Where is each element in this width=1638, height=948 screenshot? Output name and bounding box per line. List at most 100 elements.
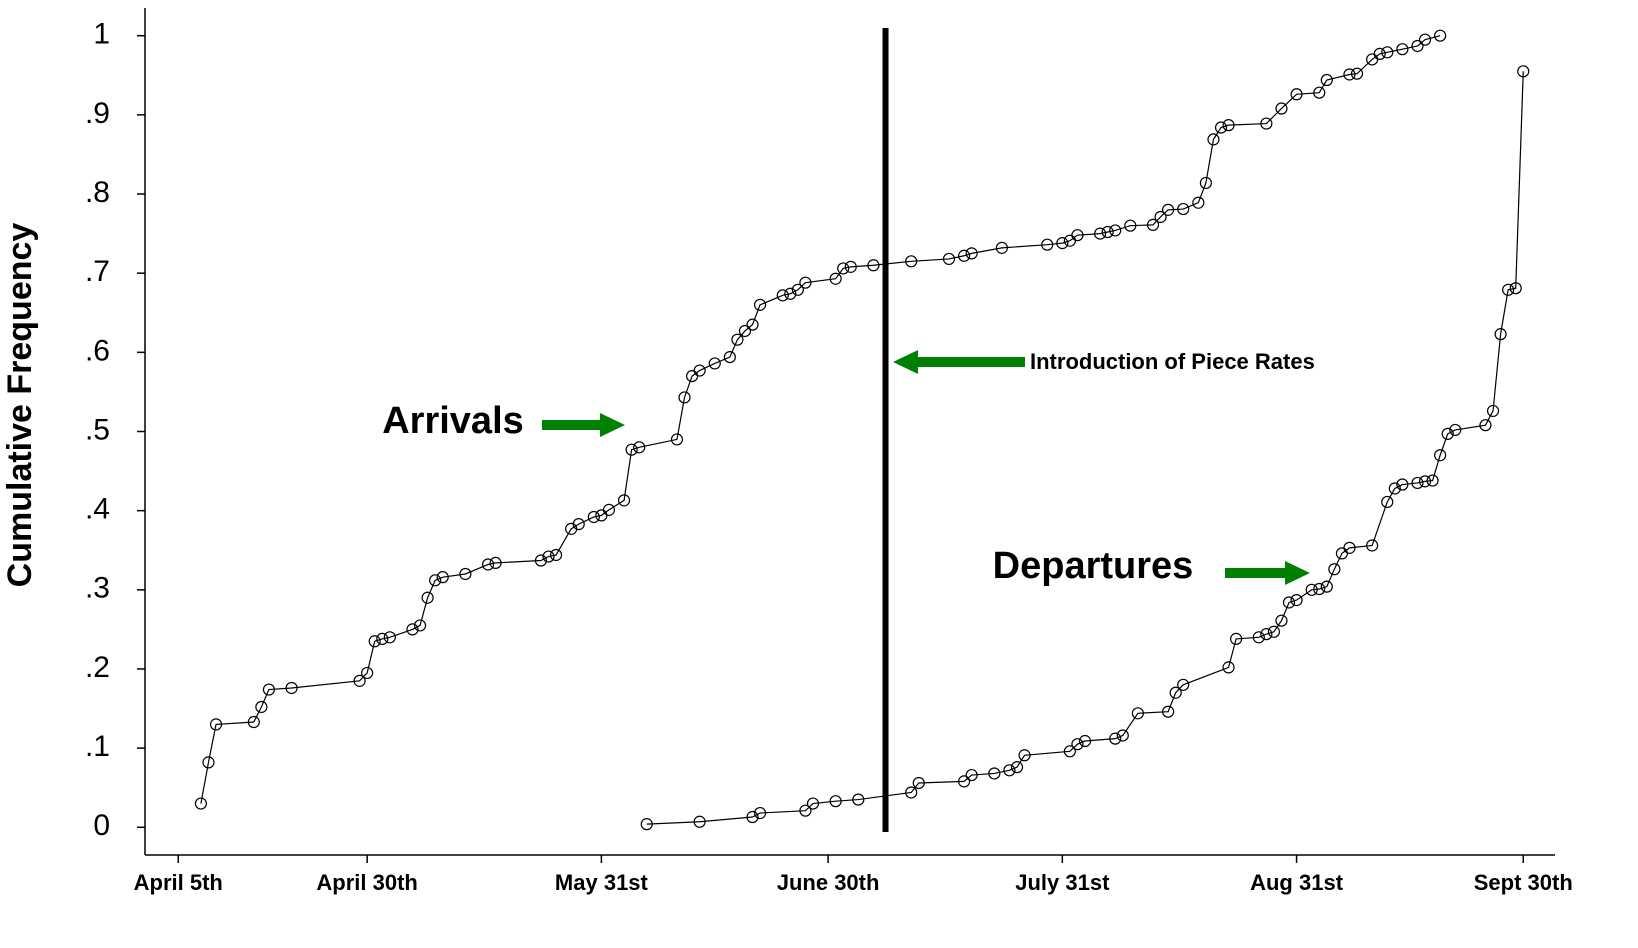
data-point [1328,563,1341,576]
data-point [1003,764,1016,777]
y-tick-label: 1 [93,18,110,51]
data-point [1109,732,1122,745]
y-tick-label: .3 [85,572,110,605]
data-point [746,318,759,331]
data-point [1222,119,1235,132]
data-point [1305,583,1318,596]
data-point [625,443,638,456]
data-point [1267,625,1281,638]
data-point [867,259,880,272]
data-point [1517,65,1530,78]
y-tick-label: .7 [85,255,110,288]
x-tick-label: July 31st [1015,870,1110,895]
data-point [1479,419,1492,432]
data-point [481,558,495,571]
data-point [1381,495,1394,509]
data-point [194,797,208,810]
data-point [534,554,548,567]
data-point [1411,39,1424,53]
data-point [738,324,752,338]
y-tick-label: .4 [85,493,110,526]
x-tick-label: Sept 30th [1474,870,1573,895]
data-point [549,548,563,562]
data-point [1373,47,1386,61]
data-point [617,494,631,507]
data-point [753,806,767,820]
data-point [1275,102,1288,115]
data-point [602,503,616,516]
data-point [905,255,918,268]
data-point [693,815,706,828]
annotation: Introduction of Piece Rates [1030,349,1315,374]
data-point [1192,196,1205,209]
data-point [753,298,767,311]
y-tick-label: 0 [93,809,110,842]
data-point [1078,734,1092,748]
data-point [1343,541,1356,554]
data-point [285,681,298,695]
data-point [1214,121,1228,134]
data-point [829,795,842,808]
data-point [942,252,956,266]
data-point [1124,219,1137,232]
data-point [255,700,268,714]
data-point [436,571,449,584]
data-point [209,718,223,731]
data-point [542,550,555,563]
data-point [262,683,276,696]
data-point [1018,749,1031,762]
x-tick-label: May 31st [555,870,649,895]
data-point [353,674,366,687]
data-point [1169,686,1182,699]
series-label: Arrivals [382,400,524,442]
data-point [1350,67,1364,80]
data-point [361,666,374,680]
data-point [1449,423,1462,437]
data-point [1320,580,1333,593]
arrow [1225,561,1310,585]
data-point [1260,628,1273,641]
y-tick-label: .1 [85,730,110,763]
data-point [459,567,472,581]
data-point [912,776,925,790]
data-point [852,793,865,806]
data-point [1366,539,1379,552]
series-label: Departures [993,545,1194,587]
data-point [1207,133,1220,146]
data-point [1388,482,1401,495]
data-point [1010,761,1024,774]
x-tick-label: June 30th [777,870,880,895]
data-point [731,333,744,346]
data-point [1154,210,1167,224]
data-point [1396,478,1409,491]
data-point [995,241,1008,254]
data-point [1418,33,1432,46]
data-point [1056,237,1069,250]
data-point [587,510,600,524]
data-point [965,768,978,782]
series-line [200,35,1441,804]
y-axis-label: Cumulative Frequency [1,223,39,588]
data-point [723,350,736,364]
data-point [1071,738,1084,751]
data-point [1252,631,1265,644]
arrow [542,413,625,437]
data-point [1131,707,1144,720]
data-point [784,287,797,300]
data-point [489,556,502,570]
y-tick-label: .5 [85,413,110,446]
x-tick-label: April 5th [134,870,223,895]
data-point [1230,632,1243,645]
data-point [837,262,850,275]
data-point [799,804,812,817]
data-point [957,775,971,788]
data-point [905,786,918,799]
data-point [1063,745,1076,758]
data-point [1222,661,1235,674]
data-point [572,518,585,531]
data-point [776,289,789,302]
data-point [1162,203,1175,216]
data-point [1146,218,1160,231]
data-point [1502,283,1515,296]
